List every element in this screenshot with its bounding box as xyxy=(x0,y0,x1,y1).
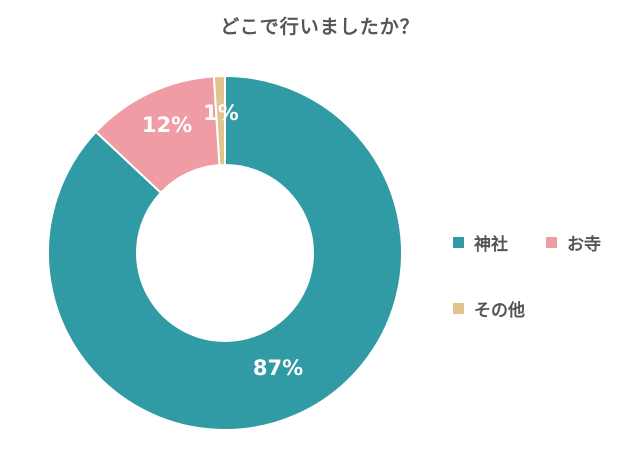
legend-item-other: その他 xyxy=(453,296,525,321)
legend-item-shrine: 神社 xyxy=(453,230,508,255)
legend-label: お寺 xyxy=(567,235,601,255)
donut-slice-1 xyxy=(47,74,403,431)
legend-swatch-icon xyxy=(453,303,464,314)
slice-value-label: 87% xyxy=(253,356,303,380)
donut-slice-3 xyxy=(212,74,226,167)
legend-item-temple: お寺 xyxy=(546,230,601,255)
legend-label: その他 xyxy=(474,301,525,321)
slice-value-label: 1% xyxy=(203,101,239,125)
legend-swatch-icon xyxy=(453,237,464,248)
legend-swatch-icon xyxy=(546,237,557,248)
legend-label: 神社 xyxy=(474,235,508,255)
chart-title: どこで行いましたか？ xyxy=(220,16,420,38)
slice-value-label: 12% xyxy=(142,113,192,137)
